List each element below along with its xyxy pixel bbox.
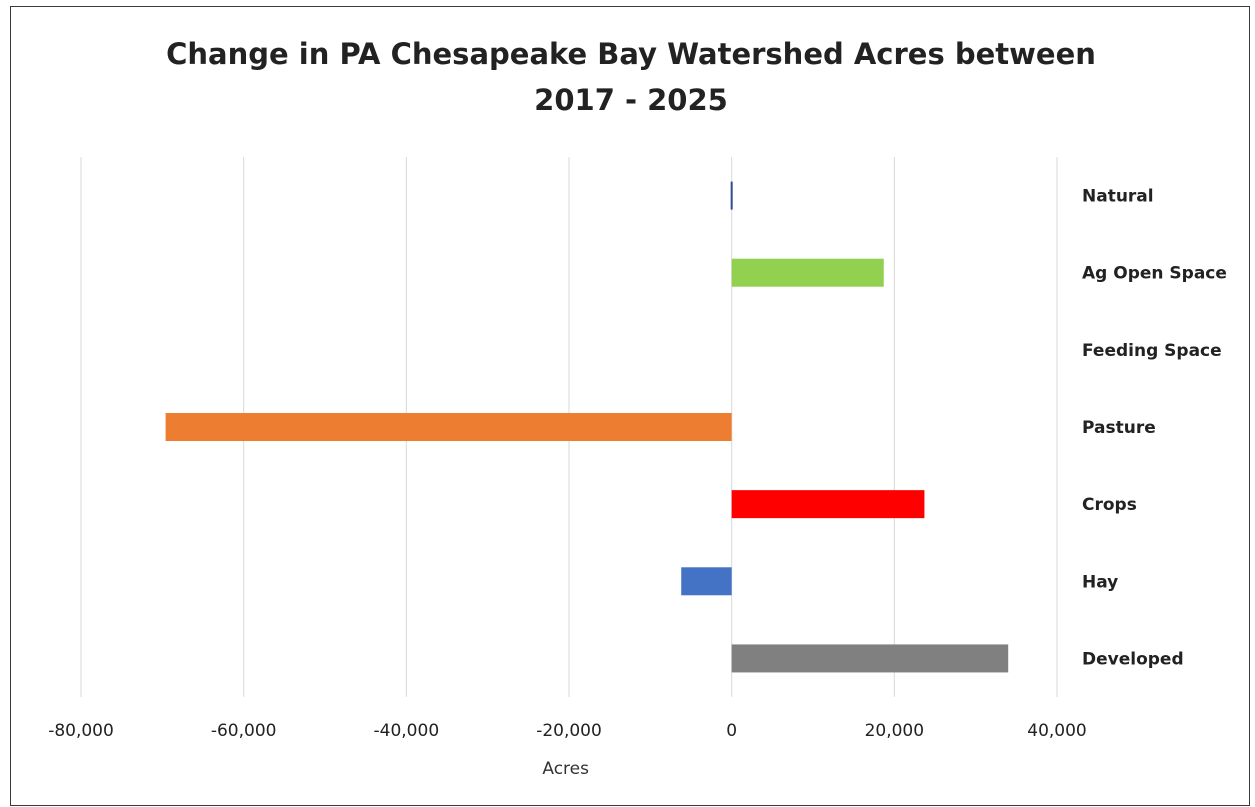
x-tick-label: -20,000	[536, 721, 602, 741]
x-tick-label: -60,000	[211, 721, 277, 741]
bar-natural	[730, 181, 733, 210]
bar-hay	[681, 567, 732, 596]
category-label: Pasture	[1082, 418, 1156, 438]
title-line: 2017 - 2025	[534, 83, 728, 117]
x-tick-label: 0	[726, 721, 737, 741]
category-label: Ag Open Space	[1082, 264, 1227, 284]
x-axis-title: Acres	[542, 759, 589, 779]
title-line: Change in PA Chesapeake Bay Watershed Ac…	[166, 37, 1096, 71]
x-tick-label: 40,000	[1027, 721, 1086, 741]
category-labels: Natural Ag Open Space Feeding Space Pasture…	[1082, 187, 1227, 670]
category-label: Developed	[1082, 649, 1184, 669]
bar-pasture	[165, 413, 732, 441]
x-axis-ticks: -80,000 -60,000 -40,000 -20,000 0 20,000 40,00…	[48, 721, 1087, 741]
x-tick-label: -80,000	[48, 721, 114, 741]
bar-ag-open-space	[731, 258, 884, 287]
bar-chart: Change in PA Chesapeake Bay Watershed Ac…	[48, 37, 1227, 779]
bar-developed	[731, 644, 1009, 673]
category-label: Crops	[1082, 495, 1137, 515]
category-label: Hay	[1082, 572, 1118, 592]
x-tick-label: 20,000	[865, 721, 924, 741]
x-tick-label: -40,000	[374, 721, 440, 741]
bars	[165, 181, 1009, 673]
category-label: Natural	[1082, 187, 1154, 207]
category-label: Feeding Space	[1082, 341, 1222, 361]
bar-crops	[731, 490, 925, 519]
chart-title: Change in PA Chesapeake Bay Watershed Ac…	[166, 37, 1096, 117]
chart-frame: Change in PA Chesapeake Bay Watershed Ac…	[10, 6, 1250, 806]
